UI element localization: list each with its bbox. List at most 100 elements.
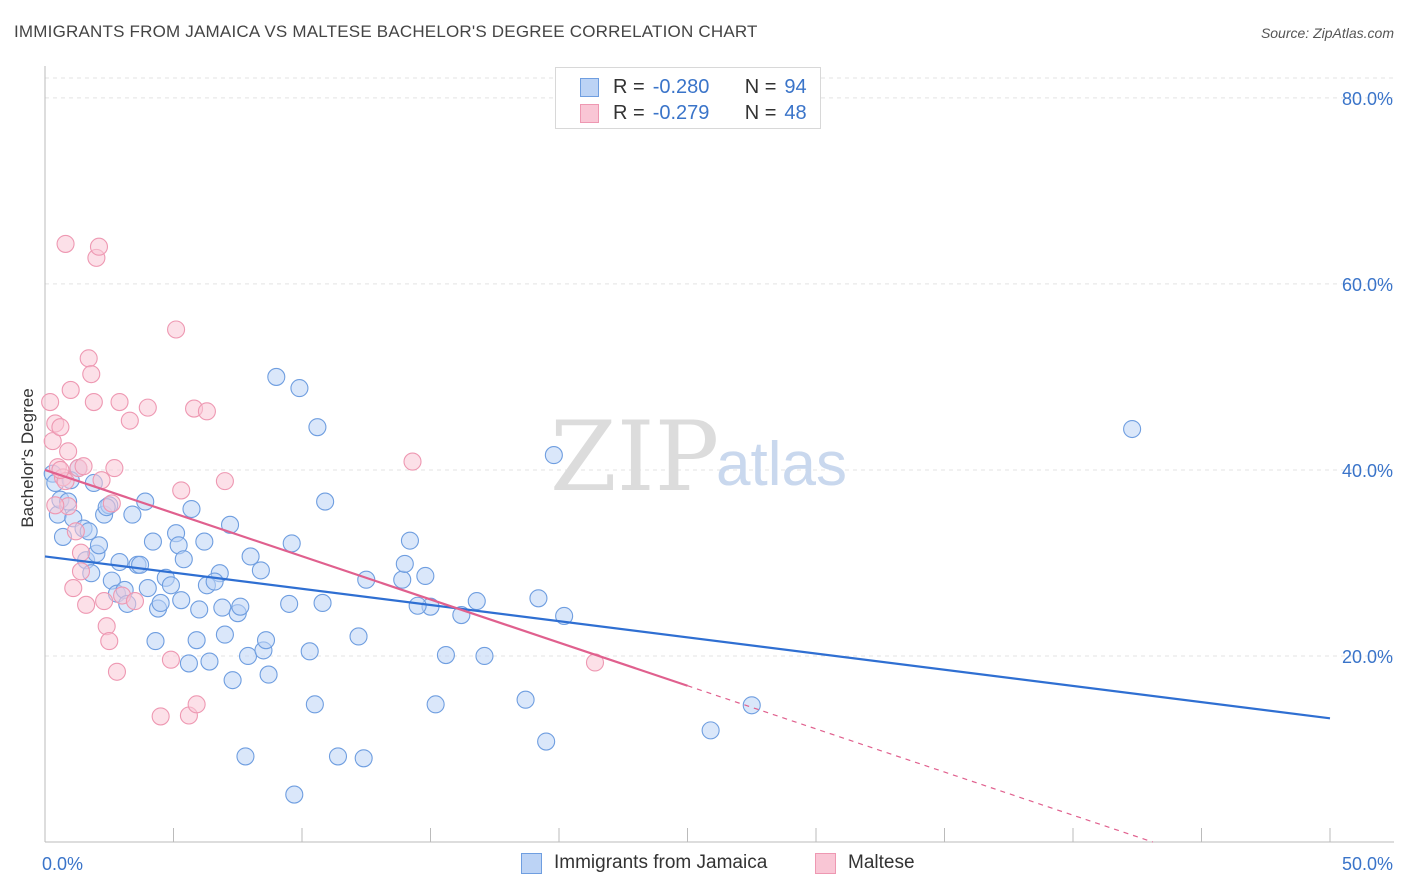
data-point — [187, 631, 206, 650]
watermark: ZIP atlas — [550, 401, 847, 513]
data-point — [46, 496, 65, 515]
data-point — [259, 665, 278, 684]
legend-item-maltese[interactable]: Maltese — [815, 852, 915, 874]
data-point — [79, 349, 98, 368]
data-point — [205, 572, 224, 591]
data-point — [89, 536, 109, 555]
data-point — [174, 550, 193, 569]
r-value: -0.279 — [652, 101, 710, 124]
data-point — [197, 402, 216, 421]
data-point — [125, 592, 144, 611]
data-point — [251, 561, 270, 580]
data-point — [123, 505, 142, 524]
trend-line-jamaica — [44, 555, 1331, 720]
data-point — [120, 411, 139, 430]
data-point — [74, 457, 93, 476]
data-point — [146, 632, 165, 651]
data-point — [223, 671, 242, 690]
data-point — [400, 531, 419, 550]
data-point — [131, 555, 150, 574]
data-point — [256, 631, 276, 650]
data-point — [182, 499, 201, 519]
x-tick-label: 50.0% — [1342, 854, 1393, 874]
r-label: R = — [613, 101, 645, 124]
data-point — [190, 600, 209, 619]
data-point — [395, 554, 414, 573]
series-points-maltese — [41, 234, 605, 726]
data-point — [393, 570, 412, 589]
tick-labels: 20.0% 40.0% 60.0% 80.0% 0.0% 50.0% — [42, 89, 1393, 874]
stats-row-maltese: R = -0.279 N = 48 — [580, 100, 807, 126]
data-point — [300, 642, 319, 661]
data-point — [1123, 419, 1142, 439]
data-point — [213, 598, 232, 617]
data-point — [241, 547, 260, 566]
data-point — [285, 785, 304, 804]
data-point — [231, 597, 250, 616]
data-point — [475, 646, 494, 666]
data-point — [167, 320, 186, 339]
data-point — [77, 595, 96, 614]
data-point — [701, 721, 720, 740]
data-point — [403, 452, 422, 471]
stats-legend-box: R = -0.280 N = 94 R = -0.279 N = 48 — [555, 67, 821, 129]
data-point — [161, 650, 180, 669]
maltese-swatch — [580, 103, 599, 123]
data-point — [544, 446, 563, 465]
data-point — [187, 695, 206, 714]
legend-jamaica-swatch — [521, 852, 542, 874]
data-point — [236, 747, 255, 766]
legend-jamaica-label: Immigrants from Jamaica — [554, 852, 768, 873]
data-point — [143, 532, 162, 551]
data-point — [537, 732, 556, 751]
data-point — [305, 695, 324, 714]
series-points-jamaica — [43, 367, 1142, 804]
legend-item-jamaica[interactable]: Immigrants from Jamaica — [521, 852, 767, 874]
data-point — [82, 365, 101, 384]
data-point — [161, 576, 180, 595]
n-label: N = — [744, 101, 777, 124]
data-point — [56, 234, 75, 253]
y-tick-label: 20.0% — [1342, 647, 1393, 667]
data-point — [100, 632, 119, 651]
data-point — [61, 380, 80, 400]
data-point — [151, 593, 170, 613]
data-point — [195, 532, 214, 551]
r-value: -0.280 — [652, 75, 710, 98]
data-point — [64, 579, 83, 598]
grid-lines — [45, 77, 1394, 657]
data-point — [200, 652, 219, 671]
n-value: 48 — [784, 101, 807, 124]
data-point — [110, 393, 129, 412]
data-point — [151, 707, 170, 726]
data-point — [107, 662, 127, 681]
stats-row-jamaica: R = -0.280 N = 94 — [580, 74, 807, 100]
data-point — [43, 432, 62, 451]
data-point — [41, 393, 60, 412]
data-point — [328, 747, 348, 766]
y-tick-label: 40.0% — [1342, 461, 1393, 481]
data-point — [59, 442, 78, 461]
data-point — [436, 645, 455, 665]
y-tick-label: 80.0% — [1342, 89, 1393, 109]
data-point — [172, 591, 191, 610]
data-point — [215, 472, 234, 491]
data-point — [105, 459, 124, 478]
data-point — [516, 690, 535, 709]
data-point — [408, 596, 427, 615]
data-point — [220, 515, 240, 534]
chart-title: IMMIGRANTS FROM JAMAICA VS MALTESE BACHE… — [14, 22, 758, 41]
data-point — [290, 379, 309, 398]
data-point — [282, 534, 301, 553]
data-point — [426, 695, 445, 714]
data-point — [529, 589, 548, 608]
trend-lines — [44, 468, 1331, 843]
data-point — [316, 492, 335, 511]
data-point — [110, 552, 129, 572]
data-point — [238, 646, 258, 666]
y-tick-label: 60.0% — [1342, 275, 1393, 295]
jamaica-swatch — [580, 77, 599, 97]
source-label: Source: ZipAtlas.com — [1260, 25, 1394, 41]
trend-line-maltese — [44, 468, 688, 687]
